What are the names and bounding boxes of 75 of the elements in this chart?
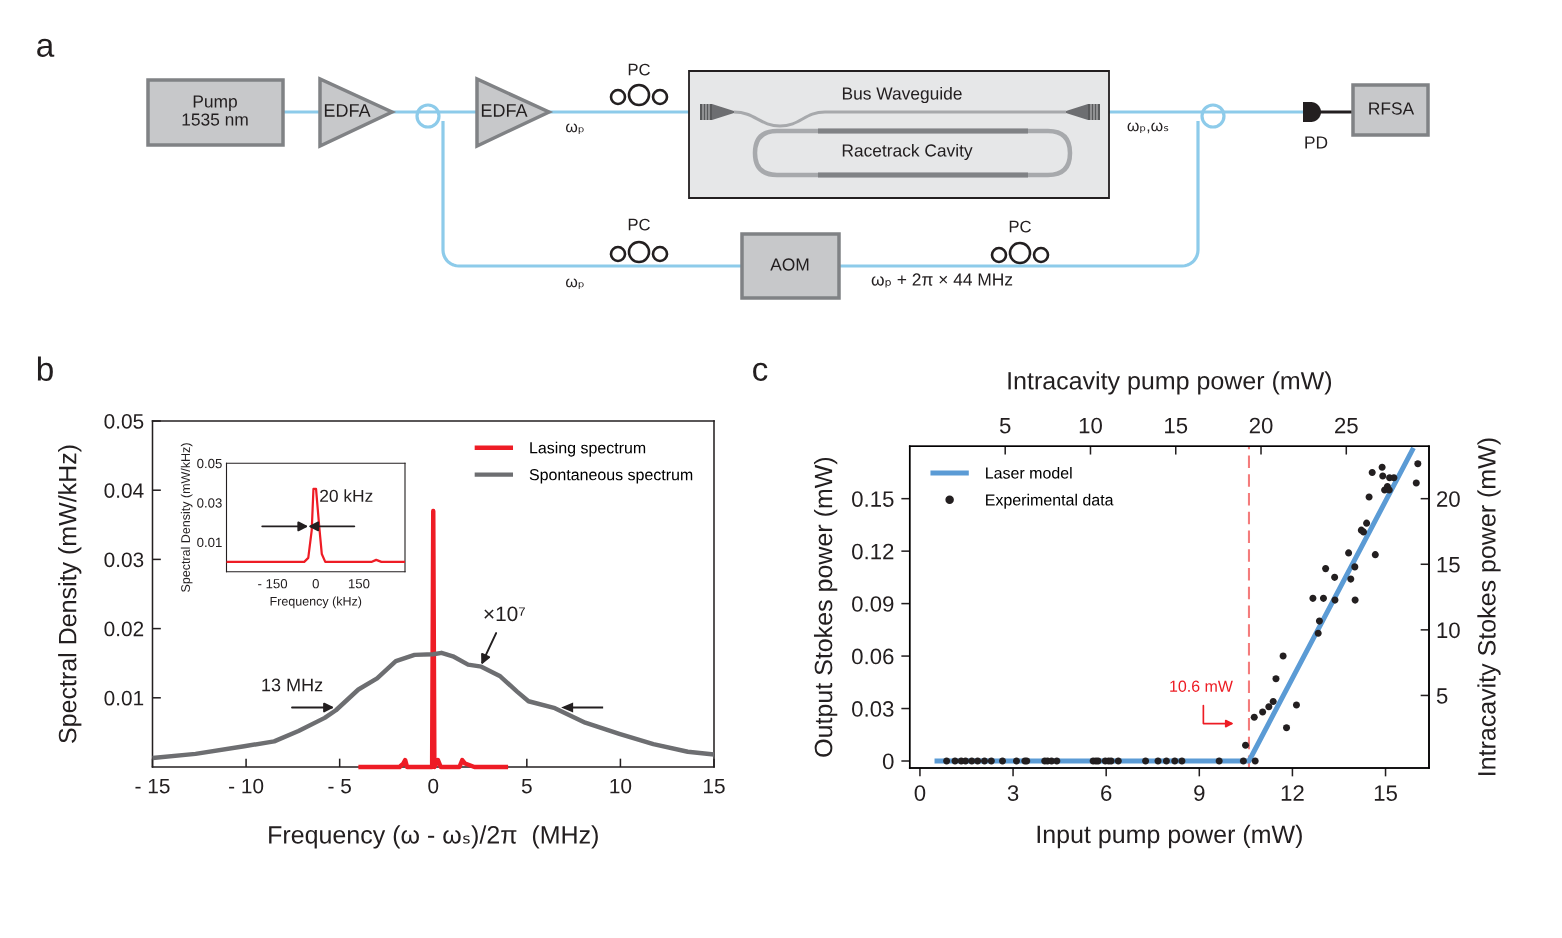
x-tick-label: 150 <box>348 578 370 589</box>
y2-axis-title: Intracavity Stokes power (mW) <box>1477 438 1501 775</box>
x-axis-title: Frequency (kHz) <box>270 596 362 609</box>
x-tick-label: 9 <box>1194 785 1205 801</box>
ref-line-label: 10.6 mW <box>1170 680 1233 692</box>
text: ωₚ <box>565 278 584 290</box>
y-tick-label: 0 <box>882 753 894 770</box>
x-tick-label: - 10 <box>229 778 264 794</box>
x-tick-label: 15 <box>704 778 725 794</box>
text: ωₚ,ωₛ <box>1127 122 1169 134</box>
line-series <box>150 650 717 761</box>
x-tick-label: - 5 <box>328 778 351 794</box>
x-tick-label: - 15 <box>135 778 170 794</box>
legend-label: Lasing spectrum <box>530 441 646 457</box>
text: Pump 1535 nm <box>182 95 248 126</box>
x-tick-label: 15 <box>1374 785 1397 801</box>
text: RFSA <box>1369 102 1415 115</box>
text: EDFA <box>324 104 371 117</box>
y2-tick-label: 5 <box>1436 688 1448 704</box>
y2-tick-label: 10 <box>1437 622 1460 639</box>
y2-tick-label: 20 <box>1437 491 1460 507</box>
text: PC <box>628 218 650 231</box>
y-tick-label: 0.05 <box>104 414 144 429</box>
y-tick-label: 0.03 <box>197 498 222 508</box>
annotation: 20 kHz <box>320 489 373 503</box>
y-tick-label: 0.03 <box>104 552 144 568</box>
y-tick-label: 0.09 <box>852 596 894 612</box>
x2-tick-label: 25 <box>1335 417 1358 434</box>
chart-title: c <box>753 362 768 381</box>
x-tick-label: 0 <box>914 785 926 801</box>
text: PC <box>1009 220 1031 233</box>
text: PD <box>1305 136 1328 149</box>
text: AOM <box>770 258 809 271</box>
chart-title: b <box>37 356 53 381</box>
x2-tick-label: 5 <box>999 417 1011 434</box>
legend-label: Experimental data <box>986 493 1114 509</box>
x-tick-label: 3 <box>1007 785 1019 801</box>
x-tick-label: 12 <box>1281 785 1304 801</box>
x2-tick-label: 20 <box>1249 417 1273 434</box>
x-tick-label: 6 <box>1101 785 1112 801</box>
y2-tick-label: 15 <box>1437 557 1460 573</box>
text: Racetrack Cavity <box>842 143 973 161</box>
x2-tick-label: 10 <box>1079 417 1102 434</box>
y-axis-title: Output Stokes power (mW) <box>813 457 838 757</box>
x2-tick-label: 15 <box>1165 417 1188 434</box>
annotation: ×10⁷ <box>484 606 525 622</box>
x-axis-title: Frequency (ω - ωₛ)/2π (MHz) <box>269 825 598 849</box>
x-tick-label: 10 <box>610 778 632 794</box>
x-tick-label: 5 <box>521 778 532 794</box>
y-tick-label: 0.06 <box>852 648 894 665</box>
text: Bus Waveguide <box>842 86 962 104</box>
y-tick-label: 0.05 <box>197 458 222 469</box>
text: EDFA <box>481 104 528 117</box>
x-tick-label: - 150 <box>258 578 288 589</box>
text: PC <box>628 63 650 76</box>
line-series <box>225 487 407 563</box>
y-axis-title: Spectral Density (mW/kHz) <box>180 443 193 592</box>
text: ωₚ <box>565 123 584 135</box>
x-axis-title: Input pump power (mW) <box>1037 824 1302 849</box>
legend-label: Laser model <box>986 466 1072 479</box>
text: ωₚ + 2π × 44 MHz <box>871 273 1013 288</box>
y-tick-label: 0.03 <box>852 701 894 717</box>
x-tick-label: 0 <box>428 778 439 794</box>
y-tick-label: 0.01 <box>104 690 144 706</box>
y-tick-label: 0.02 <box>104 621 144 637</box>
text: a <box>37 38 55 57</box>
x2-axis-title: Intracavity pump power (mW) <box>1008 371 1332 395</box>
legend-label: Spontaneous spectrum <box>529 469 693 484</box>
y-tick-label: 0.12 <box>852 543 894 560</box>
y-tick-label: 0.15 <box>852 491 894 507</box>
y-axis-title: Spectral Density (mW/kHz) <box>58 445 82 743</box>
x-tick-label: 0 <box>312 578 319 589</box>
y-tick-label: 0.01 <box>197 537 222 548</box>
annotation: 13 MHz <box>262 678 323 692</box>
y-tick-label: 0.04 <box>104 483 144 498</box>
